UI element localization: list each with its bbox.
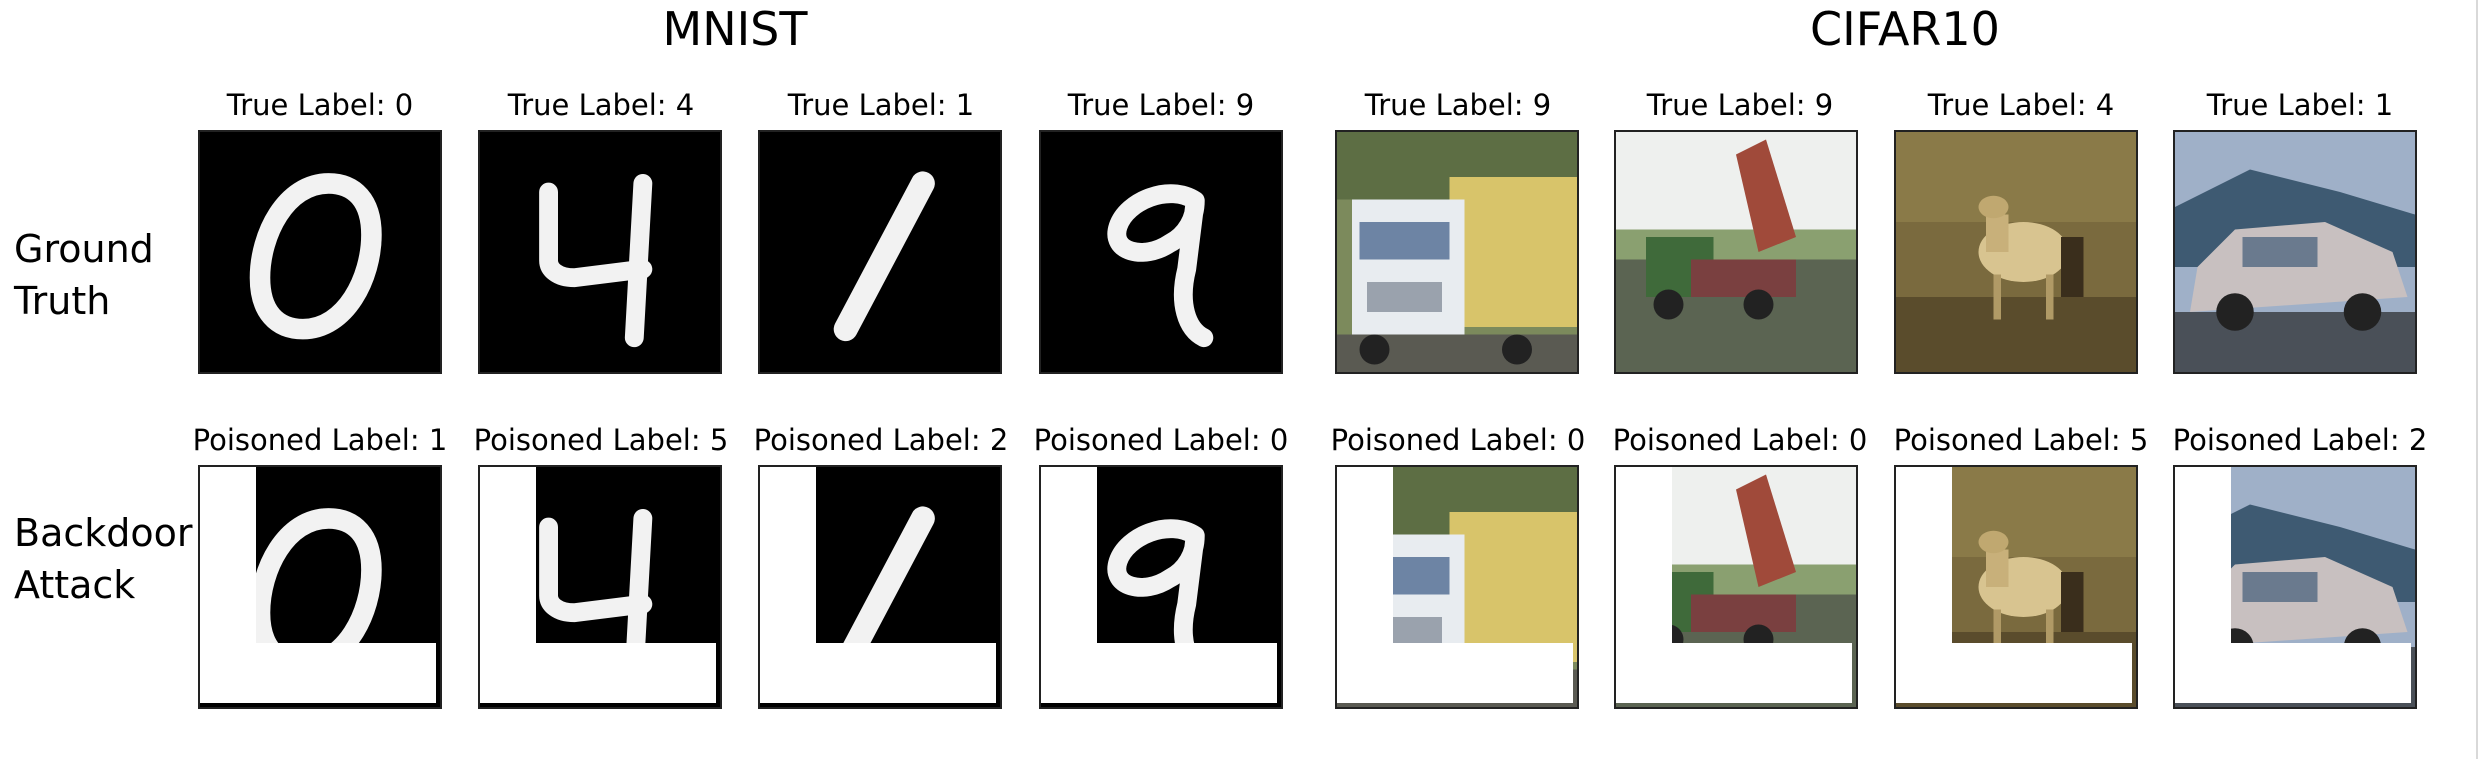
mnist-digit-4-image — [478, 130, 722, 374]
image-label: True Label: 1 — [787, 88, 975, 122]
row-label-line: Backdoor — [14, 511, 193, 555]
cifar-car-image — [2173, 130, 2417, 374]
mnist-digit-9-poisoned-image — [1039, 465, 1283, 709]
cifar-truck-image — [1335, 130, 1579, 374]
cifar10-title: CIFAR10 — [1810, 2, 2000, 56]
image-label: Poisoned Label: 1 — [192, 423, 448, 457]
mnist-digit-9-image — [1039, 130, 1283, 374]
row-label-line: Ground — [14, 227, 154, 271]
cifar-car-poisoned-image — [2173, 465, 2417, 709]
cifar-deer-image — [1894, 130, 2138, 374]
image-label: Poisoned Label: 5 — [473, 423, 729, 457]
backdoor-trigger-icon — [1041, 467, 1277, 703]
image-label: True Label: 0 — [226, 88, 414, 122]
mnist-digit-1-image — [758, 130, 1002, 374]
image-label: Poisoned Label: 0 — [1330, 423, 1586, 457]
image-label: Poisoned Label: 2 — [753, 423, 1009, 457]
backdoor-trigger-icon — [1616, 467, 1852, 703]
backdoor-trigger-icon — [760, 467, 996, 703]
image-label: True Label: 9 — [1067, 88, 1255, 122]
backdoor-trigger-icon — [480, 467, 716, 703]
image-label: Poisoned Label: 0 — [1033, 423, 1289, 457]
cifar-dump-truck-poisoned-image — [1614, 465, 1858, 709]
image-label: True Label: 4 — [1927, 88, 2115, 122]
mnist-digit-0-image — [198, 130, 442, 374]
backdoor-trigger-icon — [1896, 467, 2132, 703]
image-label: Poisoned Label: 0 — [1612, 423, 1868, 457]
mnist-digit-1-poisoned-image — [758, 465, 1002, 709]
image-label: Poisoned Label: 5 — [1893, 423, 2149, 457]
image-label: True Label: 1 — [2206, 88, 2394, 122]
cifar-deer-poisoned-image — [1894, 465, 2138, 709]
cifar-truck-poisoned-image — [1335, 465, 1579, 709]
backdoor-trigger-icon — [2175, 467, 2411, 703]
image-label: True Label: 9 — [1364, 88, 1552, 122]
mnist-digit-4-poisoned-image — [478, 465, 722, 709]
cifar-dump-truck-image — [1614, 130, 1858, 374]
image-label: Poisoned Label: 2 — [2172, 423, 2428, 457]
image-label: True Label: 9 — [1646, 88, 1834, 122]
right-edge-divider — [2476, 0, 2478, 759]
row-label-line: Truth — [14, 279, 111, 323]
row-label-line: Attack — [14, 563, 136, 607]
backdoor-trigger-icon — [1337, 467, 1573, 703]
row-label-backdoor-attack: Backdoor Attack — [14, 507, 193, 611]
mnist-digit-0-poisoned-image — [198, 465, 442, 709]
mnist-title: MNIST — [662, 2, 808, 56]
backdoor-trigger-icon — [200, 467, 436, 703]
image-label: True Label: 4 — [507, 88, 695, 122]
row-label-ground-truth: Ground Truth — [14, 223, 154, 327]
